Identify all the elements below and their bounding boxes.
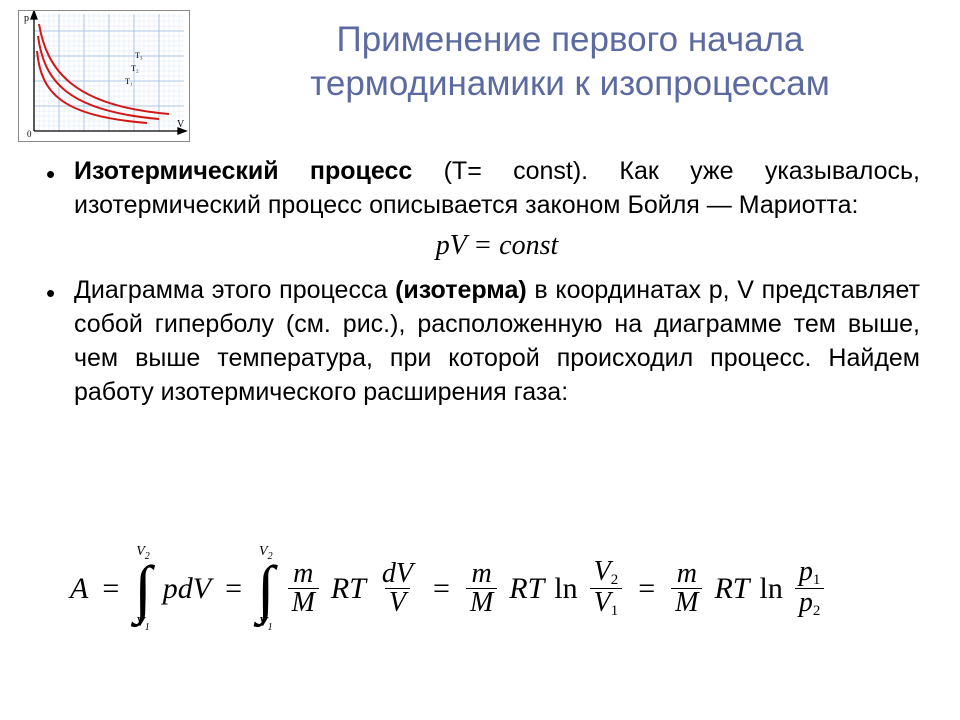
frac-mM-3: m M bbox=[671, 560, 702, 617]
curve-label-t3: T₃ bbox=[135, 51, 143, 60]
frac-mM-1: m M bbox=[288, 560, 319, 617]
bullet-isothermal: Изотермический процесс (T= const). Как у… bbox=[40, 155, 920, 264]
bullet-diagram-strong: (изотерма) bbox=[395, 276, 527, 304]
frac-dVV: dV V bbox=[378, 560, 417, 617]
f-RT-1: RT bbox=[331, 572, 366, 606]
x-axis-label: V bbox=[177, 119, 185, 130]
slide-body: Изотермический процесс (T= const). Как у… bbox=[40, 155, 920, 419]
f-ln-1: ln bbox=[554, 572, 577, 606]
slide: p V 0 T₃ T₂ T₁ Применение первого начала… bbox=[0, 0, 960, 720]
slide-title: Применение первого начала термодинамики … bbox=[210, 18, 930, 106]
f-ln-2: ln bbox=[760, 572, 783, 606]
f-eq1: = bbox=[102, 572, 119, 606]
f-eq4: = bbox=[638, 572, 655, 606]
work-formula: A = V2 ∫ V1 pdV = V2 ∫ V1 m M RT dV V bbox=[70, 545, 920, 633]
curve-t2 bbox=[38, 36, 159, 119]
pv-chart-svg: p V 0 T₃ T₂ T₁ bbox=[19, 11, 189, 141]
frac-mM-2: m M bbox=[466, 560, 497, 617]
bullet-isothermal-strong: Изотермический процесс bbox=[74, 157, 412, 185]
curve-t1 bbox=[37, 51, 147, 123]
bullet-diagram: Диаграмма этого процесса (изотерма) в ко… bbox=[40, 274, 920, 409]
f-A: A bbox=[70, 572, 88, 606]
f-eq2: = bbox=[225, 572, 242, 606]
curve-label-t2: T₂ bbox=[131, 64, 139, 73]
integral-2: V2 ∫ V1 bbox=[257, 545, 275, 633]
frac-V2V1: V2 V1 bbox=[590, 558, 623, 619]
bullet-diagram-pre: Диаграмма этого процесса bbox=[74, 276, 395, 304]
equation-boyle-mariotte: pV = const bbox=[74, 227, 920, 265]
f-eq3: = bbox=[433, 572, 450, 606]
frac-p1p2: p1 p2 bbox=[795, 558, 825, 619]
y-axis-label: p bbox=[24, 13, 29, 24]
f-RT-3: RT bbox=[714, 572, 749, 606]
f-RT-2: RT bbox=[509, 572, 544, 606]
curve-label-t1: T₁ bbox=[125, 77, 133, 86]
origin-label: 0 bbox=[27, 129, 32, 139]
pv-isotherm-chart: p V 0 T₃ T₂ T₁ bbox=[18, 10, 190, 142]
f-pdV: pdV bbox=[163, 572, 211, 606]
integral-1: V2 ∫ V1 bbox=[134, 545, 152, 633]
